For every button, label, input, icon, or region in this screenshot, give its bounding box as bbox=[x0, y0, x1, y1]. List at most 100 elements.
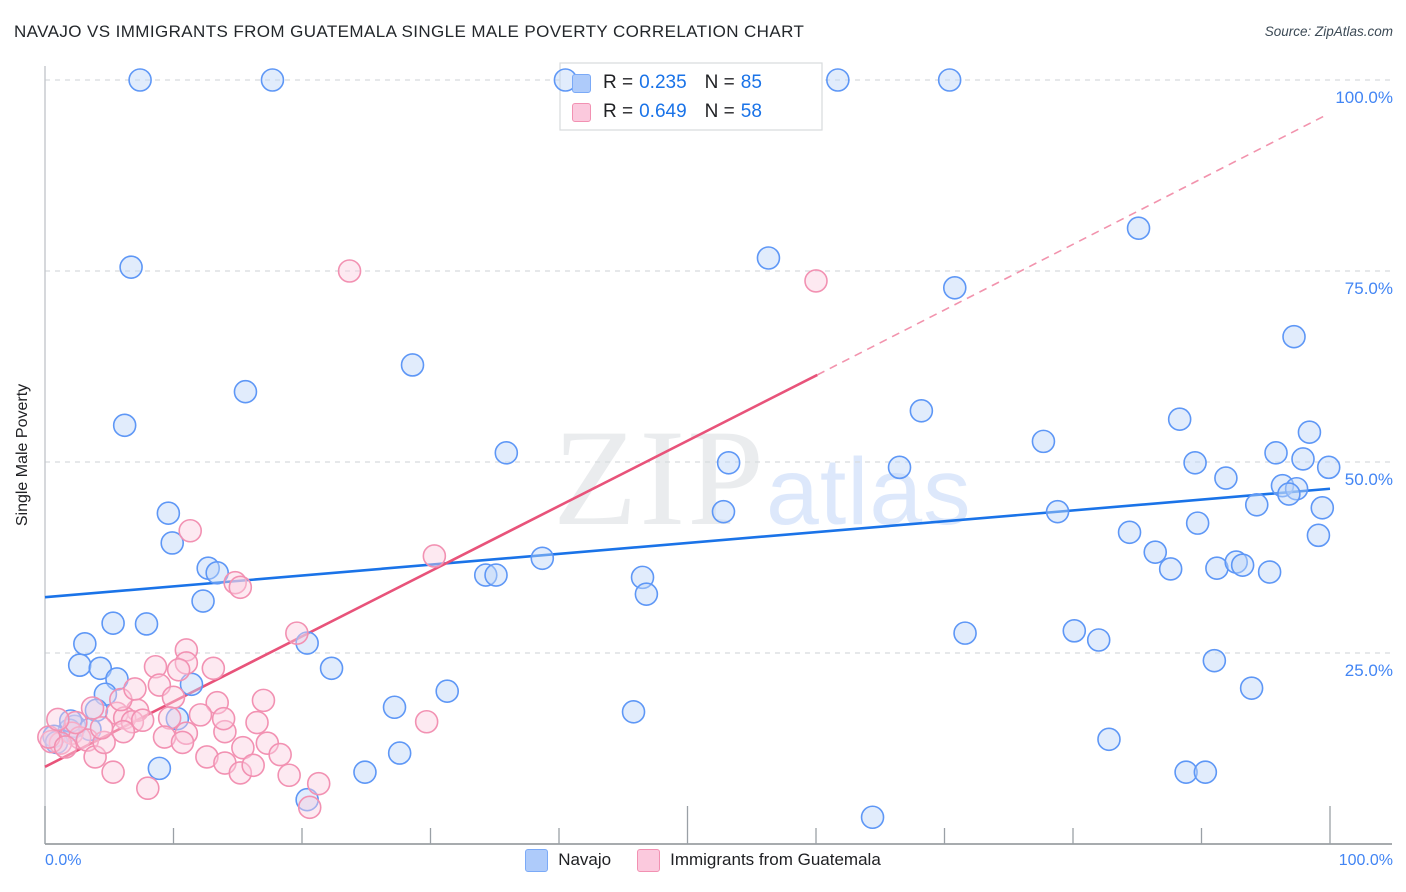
scatter-point-guatemala[interactable] bbox=[414, 709, 439, 734]
scatter-point-navajo[interactable] bbox=[156, 501, 181, 525]
scatter-point-guatemala[interactable] bbox=[211, 706, 236, 731]
scatter-point-navajo[interactable] bbox=[101, 611, 125, 636]
scatter-point-guatemala[interactable] bbox=[241, 753, 265, 778]
scatter-point-guatemala[interactable] bbox=[285, 621, 309, 645]
scatter-point-navajo[interactable] bbox=[387, 741, 412, 765]
scatter-point-guatemala[interactable] bbox=[422, 544, 447, 568]
scatter-point-guatemala[interactable] bbox=[228, 575, 253, 600]
scatter-point-guatemala[interactable] bbox=[157, 706, 182, 730]
scatter-point-navajo[interactable] bbox=[1193, 760, 1218, 784]
scatter-point-guatemala[interactable] bbox=[251, 688, 276, 713]
scatter-point-guatemala[interactable] bbox=[178, 518, 203, 543]
scatter-point-navajo[interactable] bbox=[1097, 727, 1121, 752]
scatter-point-guatemala[interactable] bbox=[245, 710, 269, 735]
scatter-point-navajo[interactable] bbox=[1316, 455, 1341, 480]
scatter-point-navajo[interactable] bbox=[1291, 447, 1315, 471]
scatter-point-guatemala[interactable] bbox=[195, 745, 219, 769]
scatter-point-guatemala[interactable] bbox=[46, 707, 70, 732]
scatter-point-navajo[interactable] bbox=[134, 612, 159, 636]
scatter-point-guatemala[interactable] bbox=[268, 742, 292, 767]
scatter-point-navajo[interactable] bbox=[1126, 216, 1151, 241]
scatter-point-guatemala[interactable] bbox=[123, 677, 147, 701]
scatter-point-guatemala[interactable] bbox=[111, 719, 136, 744]
scatter-point-guatemala[interactable] bbox=[101, 760, 125, 784]
scatter-point-navajo[interactable] bbox=[953, 621, 977, 645]
scatter-point-guatemala[interactable] bbox=[337, 259, 362, 283]
scatter-point-navajo[interactable] bbox=[1045, 499, 1070, 524]
scatter-point-navajo[interactable] bbox=[1239, 676, 1264, 700]
scatter-point-navajo[interactable] bbox=[1062, 619, 1087, 643]
scatter-point-navajo[interactable] bbox=[1282, 324, 1306, 349]
scatter-point-guatemala[interactable] bbox=[297, 795, 322, 820]
scatter-point-guatemala[interactable] bbox=[136, 776, 160, 801]
scatter-point-navajo[interactable] bbox=[634, 582, 659, 606]
scatter-point-navajo[interactable] bbox=[1310, 496, 1335, 520]
scatter-point-navajo[interactable] bbox=[887, 455, 912, 480]
scatter-point-guatemala[interactable] bbox=[83, 745, 107, 769]
scatter-point-navajo[interactable] bbox=[1185, 511, 1210, 535]
scatter-point-guatemala[interactable] bbox=[306, 771, 331, 796]
scatter-point-guatemala[interactable] bbox=[92, 730, 116, 755]
scatter-point-guatemala[interactable] bbox=[152, 725, 177, 749]
scatter-point-guatemala[interactable] bbox=[170, 730, 195, 755]
scatter-point-navajo[interactable] bbox=[756, 246, 781, 270]
scatter-point-guatemala[interactable] bbox=[130, 708, 155, 733]
scatter-point-navajo[interactable] bbox=[112, 413, 137, 438]
scatter-point-navajo[interactable] bbox=[119, 255, 143, 279]
scatter-point-navajo[interactable] bbox=[942, 276, 967, 300]
scatter-point-navajo[interactable] bbox=[400, 353, 425, 377]
scatter-point-guatemala[interactable] bbox=[188, 703, 213, 727]
scatter-point-guatemala[interactable] bbox=[161, 685, 186, 710]
scatter-point-guatemala[interactable] bbox=[53, 735, 78, 759]
scatter-point-navajo[interactable] bbox=[1117, 520, 1142, 545]
scatter-point-guatemala[interactable] bbox=[166, 658, 191, 682]
scatter-point-navajo[interactable] bbox=[1183, 450, 1207, 475]
scatter-point-navajo[interactable] bbox=[1167, 407, 1192, 432]
scatter-point-navajo[interactable] bbox=[711, 499, 736, 524]
scatter-point-guatemala[interactable] bbox=[277, 763, 301, 788]
scatter-point-navajo[interactable] bbox=[909, 399, 934, 423]
scatter-point-navajo[interactable] bbox=[128, 68, 152, 92]
scatter-point-navajo[interactable] bbox=[382, 695, 407, 720]
scatter-point-navajo[interactable] bbox=[353, 760, 377, 784]
scatter-point-guatemala[interactable] bbox=[804, 269, 828, 293]
scatter-point-navajo[interactable] bbox=[319, 656, 344, 681]
scatter-point-navajo[interactable] bbox=[160, 531, 185, 555]
scatter-point-navajo[interactable] bbox=[191, 589, 215, 613]
scatter-point-navajo[interactable] bbox=[1257, 560, 1282, 584]
scatter-point-navajo[interactable] bbox=[1174, 760, 1198, 784]
scatter-point-navajo[interactable] bbox=[1244, 492, 1269, 517]
scatter-point-navajo[interactable] bbox=[233, 379, 258, 404]
scatter-point-navajo[interactable] bbox=[1143, 540, 1168, 564]
scatter-point-navajo[interactable] bbox=[1277, 482, 1301, 506]
scatter-point-navajo[interactable] bbox=[1202, 648, 1227, 673]
scatter-point-guatemala[interactable] bbox=[228, 761, 253, 785]
scatter-point-navajo[interactable] bbox=[937, 68, 962, 92]
scatter-point-navajo[interactable] bbox=[1086, 628, 1111, 652]
scatter-point-navajo[interactable] bbox=[205, 560, 229, 585]
scatter-point-navajo[interactable] bbox=[435, 679, 460, 704]
scatter-point-navajo[interactable] bbox=[716, 450, 741, 475]
scatter-point-navajo[interactable] bbox=[147, 756, 172, 781]
scatter-point-navajo[interactable] bbox=[484, 563, 508, 587]
scatter-point-guatemala[interactable] bbox=[231, 735, 255, 760]
scatter-point-navajo[interactable] bbox=[621, 700, 646, 724]
scatter-point-navajo[interactable] bbox=[1230, 553, 1255, 577]
scatter-point-navajo[interactable] bbox=[1306, 523, 1331, 548]
scatter-point-navajo[interactable] bbox=[1264, 441, 1288, 465]
scatter-point-guatemala[interactable] bbox=[201, 656, 226, 681]
scatter-point-navajo[interactable] bbox=[530, 546, 555, 571]
scatter-point-navajo[interactable] bbox=[1158, 557, 1183, 581]
scatter-point-navajo[interactable] bbox=[860, 805, 885, 830]
scatter-point-navajo[interactable] bbox=[67, 653, 92, 678]
scatter-point-navajo[interactable] bbox=[826, 68, 850, 92]
scatter-point-navajo[interactable] bbox=[1214, 466, 1238, 490]
scatter-point-guatemala[interactable] bbox=[80, 696, 105, 720]
scatter-point-guatemala[interactable] bbox=[89, 716, 114, 740]
scatter-point-navajo[interactable] bbox=[260, 68, 285, 92]
scatter-point-navajo[interactable] bbox=[88, 656, 113, 681]
scatter-point-navajo[interactable] bbox=[1031, 429, 1056, 454]
scatter-point-guatemala[interactable] bbox=[213, 719, 237, 744]
scatter-point-navajo[interactable] bbox=[1297, 420, 1322, 445]
scatter-point-guatemala[interactable] bbox=[64, 710, 88, 735]
